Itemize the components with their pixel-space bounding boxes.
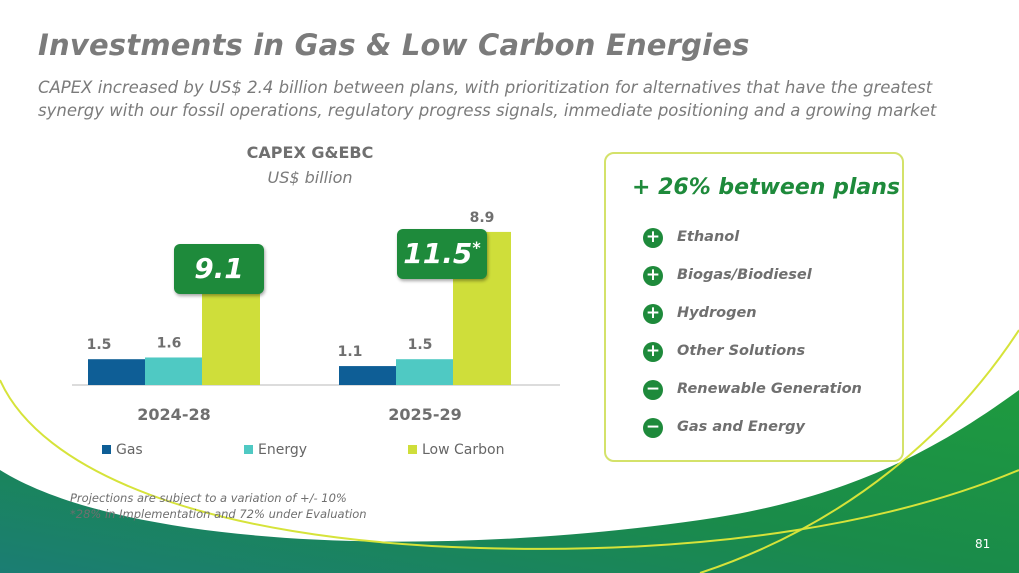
panel-item-label: Ethanol [677,229,740,245]
legend-item-energy: Energy [244,442,307,458]
footnotes: Projections are subject to a variation o… [70,490,367,522]
plus-icon: + [643,266,663,286]
minus-icon: − [643,418,663,438]
page-number: 81 [975,537,991,551]
bar-low-carbon-2024-28 [202,281,260,385]
footnote-implementation: *28% in Implementation and 72% under Eva… [70,507,367,521]
legend-item-low-carbon: Low Carbon [408,442,504,458]
panel-item-label: Renewable Generation [677,381,862,397]
total-value: 9.1 [194,252,244,285]
plus-icon: + [643,228,663,248]
panel-item-label: Biogas/Biodiesel [677,267,812,283]
bar-gas-2024-28 [88,359,146,385]
total-value: 11.5 [403,237,473,270]
total-box-2025-29: 11.5* [397,229,487,279]
panel-item-label: Gas and Energy [677,419,805,435]
chart-title: CAPEX G&EBC [246,143,374,162]
legend-label: Gas [116,442,143,458]
plus-icon: + [643,342,663,362]
bar-gas-2025-29 [339,366,397,385]
data-label: 1.5 [87,337,112,353]
data-label: 1.1 [338,344,363,360]
panel-title: + 26% between plans [632,175,900,200]
legend-swatch [244,444,253,454]
chart-unit: US$ billion [267,168,353,187]
footnote-variation: Projections are subject to a variation o… [70,491,347,505]
data-label: 1.5 [408,337,433,353]
category-label: 2024-28 [137,405,210,424]
bar-energy-2025-29 [396,359,454,385]
legend-label: Low Carbon [422,442,505,458]
total-box-2024-28: 9.1 [174,244,264,294]
legend-swatch [102,444,111,454]
legend-item-gas: Gas [102,442,143,458]
data-label: 8.9 [470,210,495,226]
bar-energy-2024-28 [145,357,203,385]
plus-icon: + [643,304,663,324]
minus-icon: − [643,380,663,400]
total-footnote-marker: * [472,238,481,257]
legend-swatch [408,444,417,454]
data-label: 1.6 [157,335,182,351]
panel-item-label: Hydrogen [677,305,757,321]
panel-item-label: Other Solutions [677,343,806,359]
slide-subtitle: CAPEX increased by US$ 2.4 billion betwe… [38,78,937,120]
legend-label: Energy [258,442,308,458]
slide-title: Investments in Gas & Low Carbon Energies [38,28,750,62]
category-label: 2025-29 [388,405,461,424]
